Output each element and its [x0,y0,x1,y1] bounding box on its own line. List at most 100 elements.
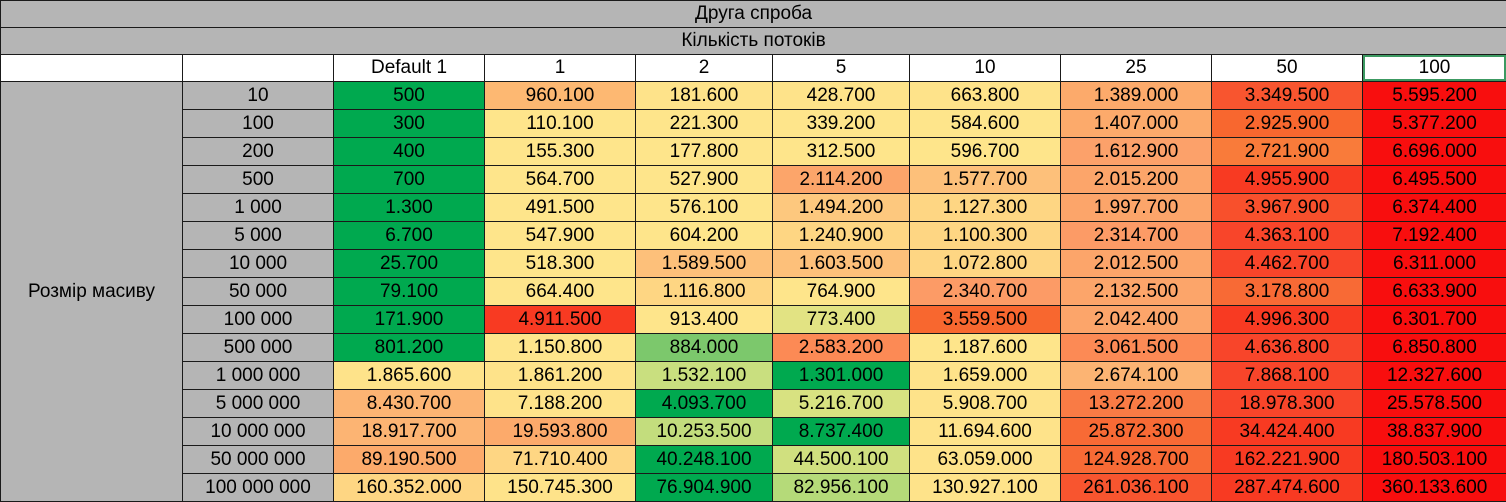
data-cell[interactable]: 4.462.700 [1211,249,1363,278]
corner-cell-1[interactable] [0,54,183,82]
data-cell[interactable]: 2.114.200 [772,165,910,194]
data-cell[interactable]: 171.900 [333,305,485,334]
data-cell[interactable]: 10.253.500 [635,417,773,446]
data-cell[interactable]: 25.872.300 [1060,417,1212,446]
row-header[interactable]: 100 000 [182,305,334,334]
data-cell[interactable]: 6.696.000 [1361,137,1506,166]
data-cell[interactable]: 6.850.800 [1361,333,1506,362]
data-cell[interactable]: 2.012.500 [1060,249,1212,278]
column-header[interactable]: Default 1 [333,54,485,82]
data-cell[interactable]: 1.072.800 [909,249,1061,278]
data-cell[interactable]: 1.100.300 [909,221,1061,250]
data-cell[interactable]: 3.061.500 [1060,333,1212,362]
data-cell[interactable]: 1.301.000 [772,361,910,390]
column-header[interactable]: 50 [1211,54,1363,82]
data-cell[interactable]: 1.407.000 [1060,109,1212,138]
row-header[interactable]: 10 [182,81,334,110]
data-cell[interactable]: 663.800 [909,81,1061,110]
row-axis-label[interactable]: Розмір масиву [0,81,183,502]
data-cell[interactable]: 18.917.700 [333,417,485,446]
data-cell[interactable]: 527.900 [635,165,773,194]
row-header[interactable]: 10 000 000 [182,417,334,446]
data-cell[interactable]: 221.300 [635,109,773,138]
data-cell[interactable]: 287.474.600 [1211,473,1363,502]
data-cell[interactable]: 5.216.700 [772,389,910,418]
data-cell[interactable]: 2.925.900 [1211,109,1363,138]
data-cell[interactable]: 604.200 [635,221,773,250]
data-cell[interactable]: 300 [333,109,485,138]
column-header[interactable]: 5 [772,54,910,82]
data-cell[interactable]: 6.374.400 [1361,193,1506,222]
column-header[interactable]: 1 [484,54,636,82]
data-cell[interactable]: 491.500 [484,193,636,222]
data-cell[interactable]: 1.150.800 [484,333,636,362]
data-cell[interactable]: 180.503.100 [1361,445,1506,474]
data-cell[interactable]: 76.904.900 [635,473,773,502]
data-cell[interactable]: 79.100 [333,277,485,306]
data-cell[interactable]: 6.700 [333,221,485,250]
data-cell[interactable]: 44.500.100 [772,445,910,474]
data-cell[interactable]: 177.800 [635,137,773,166]
data-cell[interactable]: 130.927.100 [909,473,1061,502]
data-cell[interactable]: 913.400 [635,305,773,334]
data-cell[interactable]: 2.015.200 [1060,165,1212,194]
data-cell[interactable]: 63.059.000 [909,445,1061,474]
column-header[interactable]: 2 [635,54,773,82]
column-header[interactable]: 25 [1060,54,1212,82]
data-cell[interactable]: 547.900 [484,221,636,250]
data-cell[interactable]: 596.700 [909,137,1061,166]
row-header[interactable]: 100 [182,109,334,138]
row-header[interactable]: 200 [182,137,334,166]
table-subtitle[interactable]: Кількість потоків [0,27,1506,55]
data-cell[interactable]: 34.424.400 [1211,417,1363,446]
data-cell[interactable]: 82.956.100 [772,473,910,502]
table-title[interactable]: Друга спроба [0,0,1506,28]
column-header[interactable]: 100 [1361,54,1506,82]
data-cell[interactable]: 6.311.000 [1361,249,1506,278]
data-cell[interactable]: 13.272.200 [1060,389,1212,418]
row-header[interactable]: 100 000 000 [182,473,334,502]
data-cell[interactable]: 518.300 [484,249,636,278]
data-cell[interactable]: 2.314.700 [1060,221,1212,250]
data-cell[interactable]: 500 [333,81,485,110]
data-cell[interactable]: 1.116.800 [635,277,773,306]
data-cell[interactable]: 400 [333,137,485,166]
column-header[interactable]: 10 [909,54,1061,82]
data-cell[interactable]: 584.600 [909,109,1061,138]
row-header[interactable]: 5 000 000 [182,389,334,418]
data-cell[interactable]: 5.595.200 [1361,81,1506,110]
data-cell[interactable]: 312.500 [772,137,910,166]
row-header[interactable]: 5 000 [182,221,334,250]
data-cell[interactable]: 155.300 [484,137,636,166]
data-cell[interactable]: 5.377.200 [1361,109,1506,138]
data-cell[interactable]: 1.997.700 [1060,193,1212,222]
row-header[interactable]: 50 000 000 [182,445,334,474]
data-cell[interactable]: 3.178.800 [1211,277,1363,306]
data-cell[interactable]: 4.636.800 [1211,333,1363,362]
data-cell[interactable]: 801.200 [333,333,485,362]
data-cell[interactable]: 18.978.300 [1211,389,1363,418]
data-cell[interactable]: 2.674.100 [1060,361,1212,390]
data-cell[interactable]: 1.861.200 [484,361,636,390]
data-cell[interactable]: 8.430.700 [333,389,485,418]
data-cell[interactable]: 7.868.100 [1211,361,1363,390]
data-cell[interactable]: 1.577.700 [909,165,1061,194]
data-cell[interactable]: 150.745.300 [484,473,636,502]
data-cell[interactable]: 124.928.700 [1060,445,1212,474]
data-cell[interactable]: 6.633.900 [1361,277,1506,306]
data-cell[interactable]: 3.967.900 [1211,193,1363,222]
data-cell[interactable]: 1.532.100 [635,361,773,390]
row-header[interactable]: 1 000 [182,193,334,222]
data-cell[interactable]: 700 [333,165,485,194]
data-cell[interactable]: 11.694.600 [909,417,1061,446]
data-cell[interactable]: 5.908.700 [909,389,1061,418]
data-cell[interactable]: 4.911.500 [484,305,636,334]
data-cell[interactable]: 8.737.400 [772,417,910,446]
data-cell[interactable]: 960.100 [484,81,636,110]
data-cell[interactable]: 2.042.400 [1060,305,1212,334]
data-cell[interactable]: 261.036.100 [1060,473,1212,502]
data-cell[interactable]: 25.578.500 [1361,389,1506,418]
data-cell[interactable]: 564.700 [484,165,636,194]
data-cell[interactable]: 19.593.800 [484,417,636,446]
row-header[interactable]: 50 000 [182,277,334,306]
